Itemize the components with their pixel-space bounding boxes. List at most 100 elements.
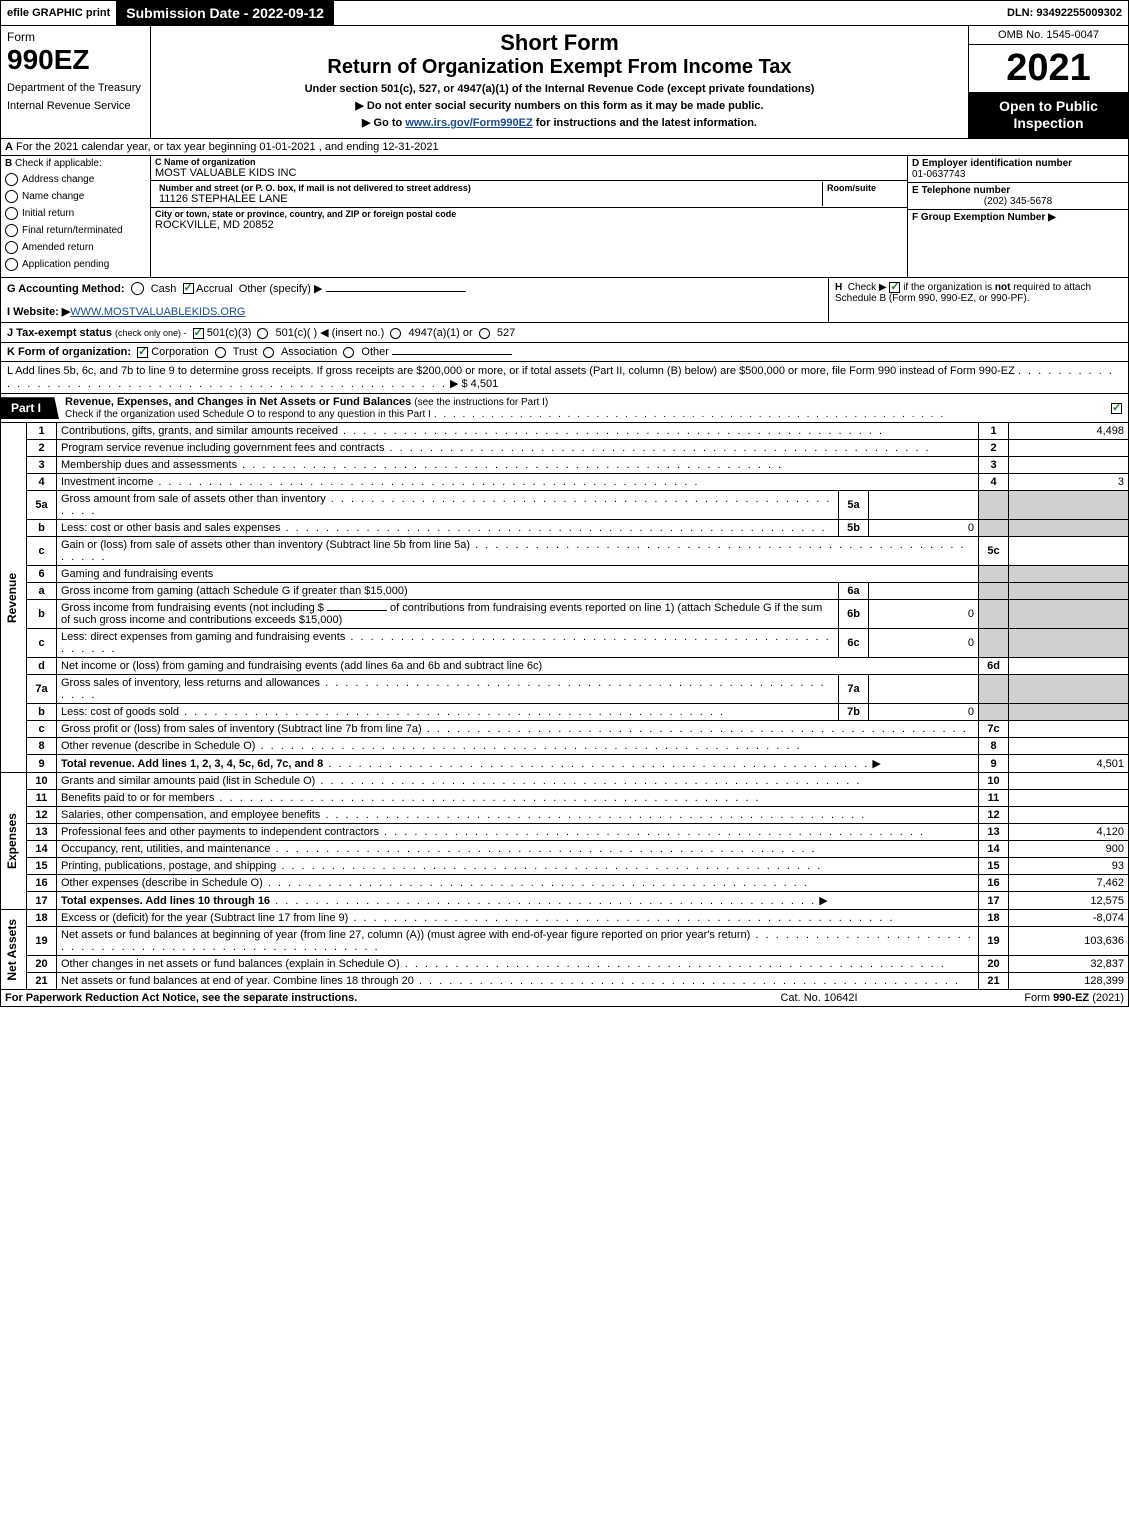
goto-link[interactable]: www.irs.gov/Form990EZ <box>405 117 532 129</box>
k-o2: Trust <box>233 346 258 358</box>
h-letter: H <box>835 282 842 293</box>
line-3-value <box>1009 457 1129 474</box>
line-5a-num: 5a <box>27 491 57 520</box>
omb-number: OMB No. 1545-0047 <box>969 26 1128 45</box>
checkbox-501c3[interactable] <box>193 328 204 339</box>
line-1-num: 1 <box>27 423 57 440</box>
line-19-desc: Net assets or fund balances at beginning… <box>61 929 750 941</box>
line-14-num: 14 <box>27 841 57 858</box>
line-21-rnum: 21 <box>979 973 1009 990</box>
line-16-desc: Other expenses (describe in Schedule O) <box>61 877 263 889</box>
line-7c-rnum: 7c <box>979 721 1009 738</box>
line-1-desc: Contributions, gifts, grants, and simila… <box>61 425 338 437</box>
i-label: I Website: ▶ <box>7 306 70 318</box>
checkbox-initial-return[interactable] <box>5 207 18 220</box>
line-13-num: 13 <box>27 824 57 841</box>
section-b: B Check if applicable: Address change Na… <box>1 156 151 277</box>
f-label: F Group Exemption Number ▶ <box>912 212 1056 223</box>
checkbox-address-change[interactable] <box>5 173 18 186</box>
l-value: $ 4,501 <box>461 378 498 390</box>
top-bar: efile GRAPHIC print Submission Date - 20… <box>0 0 1129 26</box>
line-4-desc: Investment income <box>61 476 153 488</box>
checkbox-501c[interactable] <box>257 328 268 339</box>
open-to-public: Open to Public Inspection <box>969 92 1128 138</box>
line-9-arrow: ▶ <box>872 758 880 770</box>
line-5c-rnum: 5c <box>979 537 1009 566</box>
line-6d-num: d <box>27 658 57 675</box>
line-21-desc: Net assets or fund balances at end of ye… <box>61 975 414 987</box>
line-17-desc: Total expenses. Add lines 10 through 16 <box>61 895 270 907</box>
section-gh: G Accounting Method: Cash Accrual Other … <box>0 278 1129 324</box>
checkbox-accrual[interactable] <box>183 283 194 294</box>
line-7b-sn: 7b <box>839 704 869 721</box>
footer-right: Form 990-EZ (2021) <box>944 992 1124 1004</box>
h-text2: if the organization is <box>903 282 995 293</box>
line-7a-num: 7a <box>27 675 57 704</box>
checkbox-other-org[interactable] <box>343 347 354 358</box>
k-o1: Corporation <box>151 346 208 358</box>
line-10-desc: Grants and similar amounts paid (list in… <box>61 775 315 787</box>
c-name-label: C Name of organization <box>155 157 903 167</box>
line-21-num: 21 <box>27 973 57 990</box>
b-letter: B <box>5 158 12 169</box>
checkbox-cash[interactable] <box>131 282 144 295</box>
j-o1: 501(c)(3) <box>207 327 252 339</box>
checkbox-527[interactable] <box>479 328 490 339</box>
checkbox-association[interactable] <box>263 347 274 358</box>
line-11-rnum: 11 <box>979 790 1009 807</box>
checkbox-amended-return[interactable] <box>5 241 18 254</box>
line-6-num: 6 <box>27 566 57 583</box>
line-12-num: 12 <box>27 807 57 824</box>
part1-title: Revenue, Expenses, and Changes in Net As… <box>65 396 414 408</box>
j-o3: 4947(a)(1) or <box>408 327 472 339</box>
line-7c-value <box>1009 721 1129 738</box>
part1-table: Revenue 1 Contributions, gifts, grants, … <box>0 423 1129 990</box>
line-6b-num: b <box>27 600 57 629</box>
checkbox-h[interactable] <box>889 282 900 293</box>
line-1-rnum: 1 <box>979 423 1009 440</box>
line-2-desc: Program service revenue including govern… <box>61 442 384 454</box>
side-revenue: Revenue <box>5 573 19 623</box>
line-2-rnum: 2 <box>979 440 1009 457</box>
goto-post: for instructions and the latest informat… <box>533 117 757 129</box>
section-a: A For the 2021 calendar year, or tax yea… <box>0 139 1129 156</box>
line-12-rnum: 12 <box>979 807 1009 824</box>
b-item-2: Initial return <box>22 208 74 219</box>
form-header: Form 990EZ Department of the Treasury In… <box>0 26 1129 139</box>
line-18-desc: Excess or (deficit) for the year (Subtra… <box>61 912 348 924</box>
line-5a-sn: 5a <box>839 491 869 520</box>
org-city: ROCKVILLE, MD 20852 <box>155 219 903 231</box>
line-6a-num: a <box>27 583 57 600</box>
footer-right-bold: 990-EZ <box>1053 992 1089 1004</box>
b-item-1: Name change <box>22 191 84 202</box>
dept-treasury: Department of the Treasury <box>7 82 144 94</box>
line-17-arrow: ▶ <box>819 895 827 907</box>
line-15-rnum: 15 <box>979 858 1009 875</box>
g-label: G Accounting Method: <box>7 283 125 295</box>
line-17-value: 12,575 <box>1009 892 1129 910</box>
checkbox-name-change[interactable] <box>5 190 18 203</box>
line-7c-desc: Gross profit or (loss) from sales of inv… <box>61 723 422 735</box>
side-netassets: Net Assets <box>5 919 19 981</box>
line-8-desc: Other revenue (describe in Schedule O) <box>61 740 255 752</box>
no-ssn-warning: ▶ Do not enter social security numbers o… <box>159 99 960 112</box>
checkbox-corporation[interactable] <box>137 347 148 358</box>
checkbox-final-return[interactable] <box>5 224 18 237</box>
g-accrual: Accrual <box>196 283 233 295</box>
line-16-value: 7,462 <box>1009 875 1129 892</box>
line-9-rnum: 9 <box>979 755 1009 773</box>
line-6d-value <box>1009 658 1129 675</box>
checkbox-part1-schedule-o[interactable] <box>1111 403 1122 414</box>
line-7b-sv: 0 <box>869 704 979 721</box>
line-9-num: 9 <box>27 755 57 773</box>
checkbox-trust[interactable] <box>215 347 226 358</box>
checkbox-application-pending[interactable] <box>5 258 18 271</box>
line-5c-desc: Gain or (loss) from sale of assets other… <box>61 539 470 551</box>
line-5c-num: c <box>27 537 57 566</box>
line-15-num: 15 <box>27 858 57 875</box>
line-13-value: 4,120 <box>1009 824 1129 841</box>
line-17-rnum: 17 <box>979 892 1009 910</box>
website-link[interactable]: WWW.MOSTVALUABLEKIDS.ORG <box>70 306 245 318</box>
line-7a-sv <box>869 675 979 704</box>
checkbox-4947[interactable] <box>390 328 401 339</box>
